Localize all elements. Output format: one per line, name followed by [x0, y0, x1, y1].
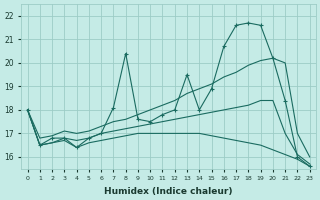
X-axis label: Humidex (Indice chaleur): Humidex (Indice chaleur) [104, 187, 233, 196]
